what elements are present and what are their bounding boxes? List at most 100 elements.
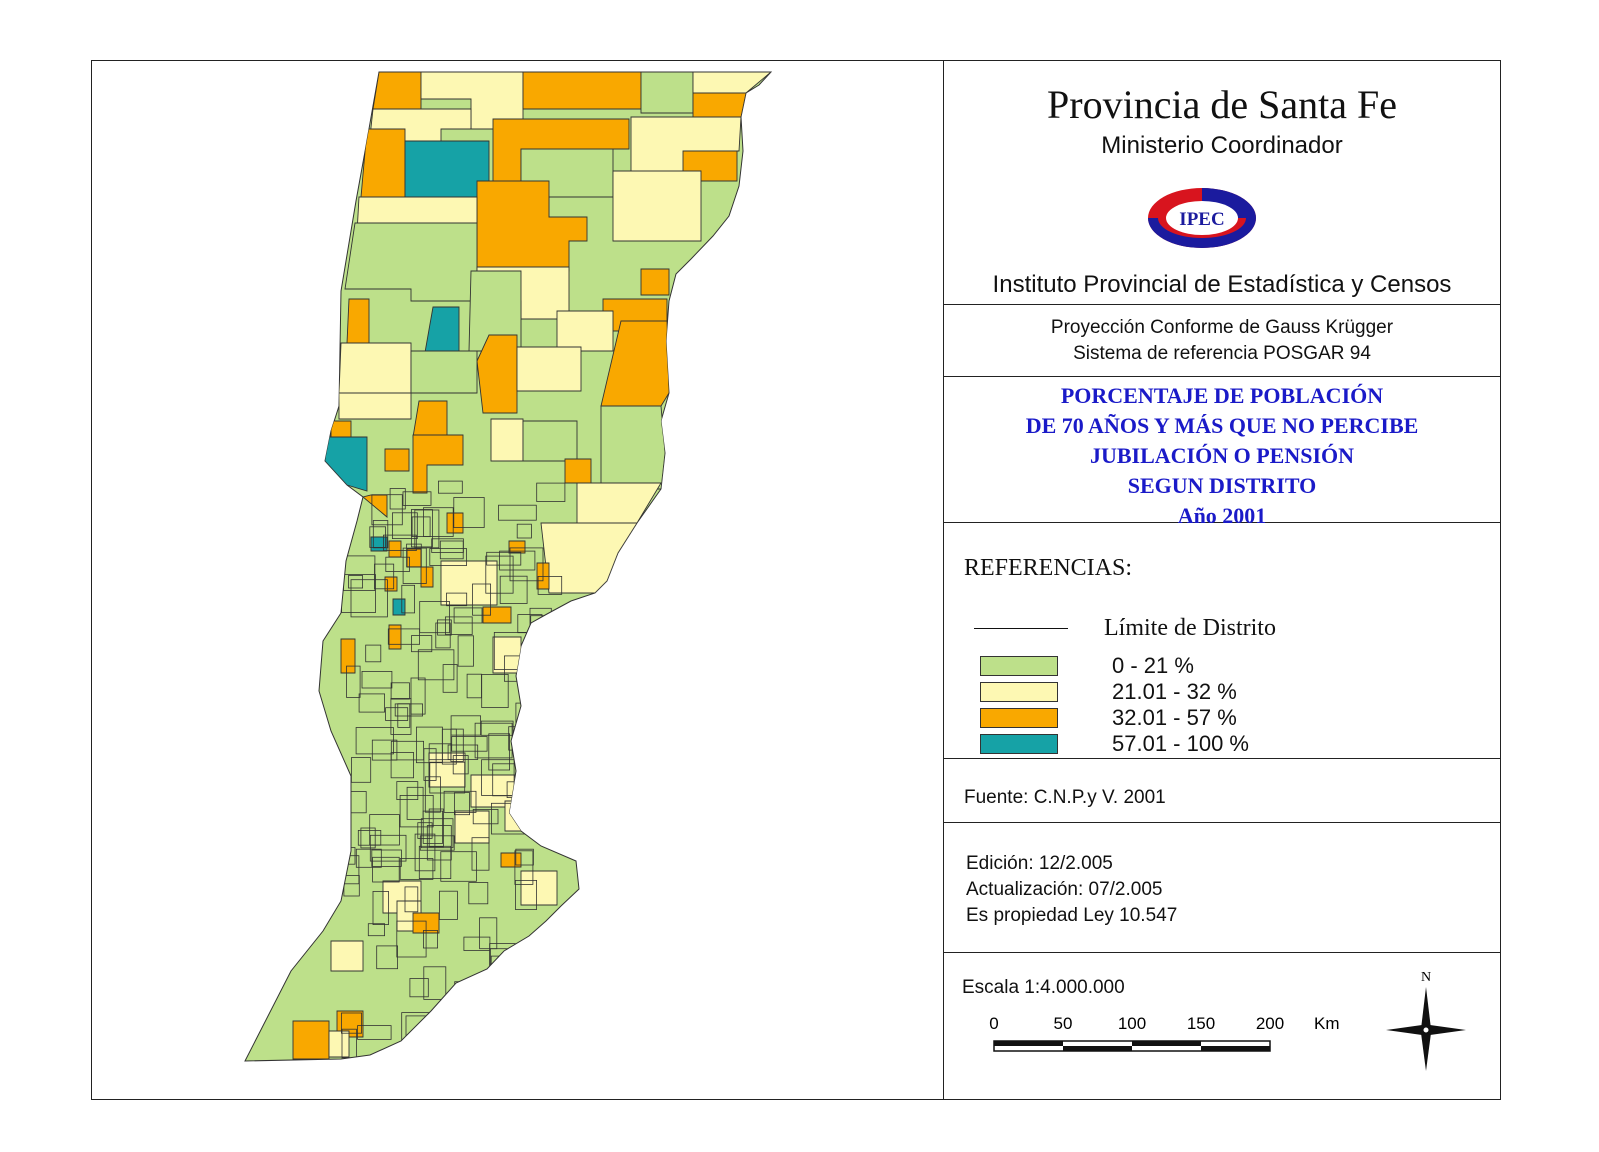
district-polygon	[490, 418, 524, 462]
district-polygon	[346, 298, 370, 344]
district-boundary	[472, 809, 499, 825]
district-boundary	[531, 630, 545, 653]
district-polygon	[446, 512, 464, 534]
district-boundary	[401, 584, 415, 614]
district-boundary	[414, 833, 436, 872]
district-boundary	[428, 743, 452, 761]
title-section: PORCENTAJE DE POBLACIÓN DE 70 AÑOS Y MÁS…	[944, 377, 1500, 528]
district-boundary	[485, 555, 514, 594]
district-boundary	[383, 534, 417, 551]
district-boundary	[346, 665, 361, 698]
district-boundary	[406, 543, 422, 568]
district-polygon	[640, 268, 670, 296]
district-boundary	[417, 822, 433, 839]
district-boundary	[498, 504, 537, 521]
projection-section: Proyección Conforme de Gauss Krügger Sis…	[944, 305, 1500, 377]
district-polygon	[522, 420, 578, 462]
district-boundary	[443, 1017, 458, 1041]
district-polygon	[476, 334, 518, 414]
district-boundary	[399, 858, 434, 880]
district-boundary	[515, 848, 534, 866]
district-boundary	[396, 781, 419, 800]
district-boundary	[529, 776, 545, 799]
district-boundary	[472, 583, 492, 616]
district-boundary	[437, 619, 452, 636]
legend-heading: REFERENCIAS:	[964, 555, 1133, 581]
district-polygon	[640, 72, 694, 114]
district-boundary	[540, 645, 554, 659]
source-text: Fuente: C.N.P.y V. 2001	[964, 787, 1166, 808]
district-boundary	[450, 715, 482, 736]
district-polygon	[324, 436, 368, 492]
legend-class-3: 32.01 - 57 %	[980, 705, 1237, 730]
district-boundary	[513, 732, 538, 748]
district-boundary	[431, 538, 464, 553]
district-boundary	[367, 923, 385, 937]
district-polygons	[292, 72, 771, 1060]
north-arrow-icon: N	[1386, 970, 1466, 1071]
header-section: Provincia de Santa Fe Ministerio Coordin…	[944, 61, 1500, 305]
district-boundary	[402, 491, 432, 506]
district-boundary	[390, 752, 415, 779]
district-boundary	[420, 818, 454, 849]
legend-label-2: 21.01 - 32 %	[1112, 679, 1237, 704]
district-boundary	[509, 547, 544, 582]
district-boundary	[446, 592, 468, 607]
district-polygon	[410, 350, 478, 394]
district-polygon	[344, 222, 478, 302]
district-boundary	[374, 563, 395, 590]
district-polygon	[330, 940, 364, 972]
district-polygon	[508, 540, 526, 554]
district-polygon	[360, 128, 406, 198]
legend-class-4: 57.01 - 100 %	[980, 731, 1249, 756]
district-boundary	[404, 886, 419, 913]
district-boundary	[411, 516, 431, 538]
district-boundary	[365, 644, 382, 663]
district-boundary	[474, 979, 498, 1012]
district-boundary	[463, 936, 491, 951]
map-frame: Provincia de Santa Fe Ministerio Coordin…	[91, 60, 1501, 1100]
legend-swatch-4	[980, 734, 1058, 754]
map-title-line-3: JUBILACIÓN O PENSIÓN	[1089, 443, 1355, 468]
district-boundary	[536, 482, 566, 502]
scale-tick-0: 0	[989, 1014, 998, 1033]
district-polygon	[576, 482, 662, 524]
district-boundary	[422, 930, 438, 949]
district-boundary	[512, 999, 545, 1030]
north-label: N	[1421, 970, 1431, 985]
district-polygon	[522, 72, 642, 110]
district-polygon	[482, 606, 512, 624]
district-boundary	[515, 880, 538, 910]
district-boundary	[369, 526, 386, 548]
boundary-line-sample	[974, 628, 1068, 629]
scale-tick-150: 150	[1187, 1014, 1215, 1033]
district-boundary	[444, 616, 473, 635]
legend-swatch-1	[980, 656, 1058, 676]
district-boundary	[480, 720, 514, 736]
district-polygon	[540, 522, 638, 594]
district-boundary	[396, 920, 427, 958]
district-boundary	[355, 727, 394, 755]
scale-tick-200: 200	[1256, 1014, 1284, 1033]
scale-section: Escala 1:4.000.000 0 50 100 150 200 Km N	[944, 953, 1500, 1099]
district-boundary	[369, 834, 407, 862]
scale-seg-4	[1201, 1046, 1270, 1051]
district-boundary	[423, 966, 447, 1000]
district-boundary	[372, 520, 389, 549]
district-boundary	[361, 671, 393, 689]
district-polygon	[338, 342, 412, 394]
province-map	[244, 71, 773, 1062]
district-boundary	[500, 1021, 538, 1041]
map-main-title: Provincia de Santa Fe	[1047, 82, 1397, 127]
district-boundary	[399, 795, 434, 828]
district-boundary	[371, 739, 398, 761]
district-boundary	[442, 664, 458, 693]
district-boundary	[419, 835, 455, 851]
district-boundary	[411, 635, 433, 653]
district-boundary	[385, 707, 409, 721]
district-boundary	[440, 851, 477, 882]
district-boundary	[530, 977, 553, 1015]
district-boundary	[537, 576, 563, 595]
district-boundary	[537, 1027, 558, 1043]
district-boundary	[453, 497, 485, 528]
